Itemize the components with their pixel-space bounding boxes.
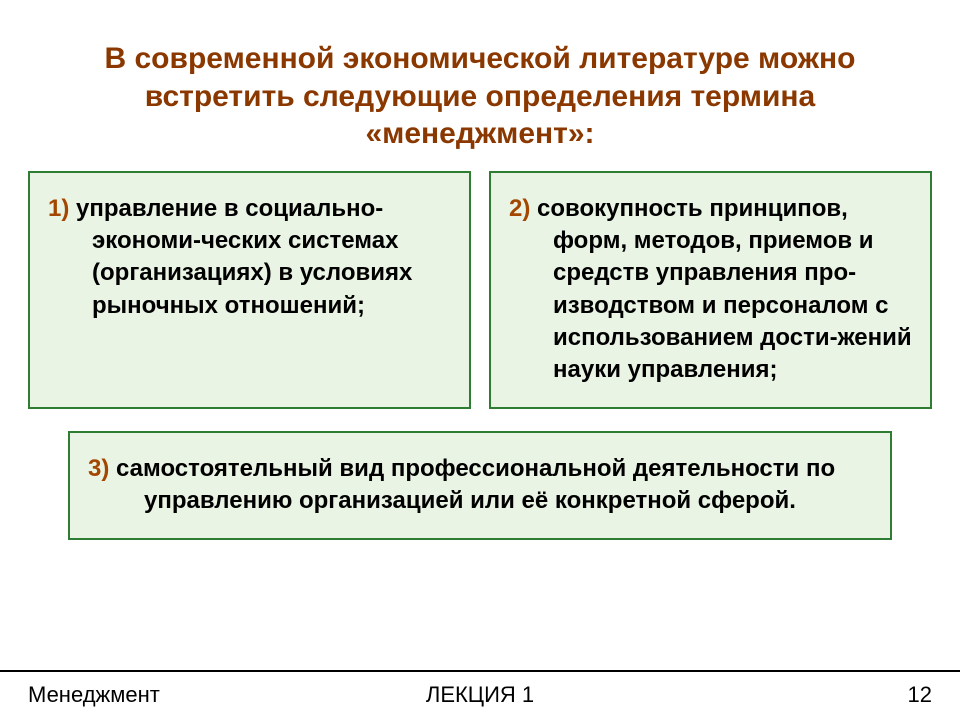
slide: В современной экономической литературе м… <box>0 0 960 720</box>
definition-box-1: 1) управление в социально-экономи-ческих… <box>28 171 471 409</box>
definition-text-1: 1) управление в социально-экономи-ческих… <box>48 193 451 323</box>
definition-box-3: 3) самостоятельный вид профессиональной … <box>68 431 892 540</box>
footer-right: 12 <box>908 682 932 708</box>
footer-center: ЛЕКЦИЯ 1 <box>426 682 534 708</box>
definition-body-1: управление в социально-экономи-ческих си… <box>69 195 412 319</box>
definition-box-2: 2) совокупность принципов, форм, методов… <box>489 171 932 409</box>
footer: Менеджмент ЛЕКЦИЯ 1 12 <box>0 682 960 708</box>
definition-body-2: совокупность принципов, форм, методов, п… <box>530 195 911 384</box>
footer-left: Менеджмент <box>28 682 160 708</box>
definition-row-top: 1) управление в социально-экономи-ческих… <box>28 171 932 409</box>
definition-text-3: 3) самостоятельный вид профессиональной … <box>88 453 872 518</box>
footer-divider <box>0 670 960 672</box>
slide-title: В современной экономической литературе м… <box>28 40 932 153</box>
definition-lead-1: 1) <box>48 195 69 222</box>
definition-lead-2: 2) <box>509 195 530 222</box>
definition-text-2: 2) совокупность принципов, форм, методов… <box>509 193 912 387</box>
definition-lead-3: 3) <box>88 455 109 482</box>
definition-body-3: самостоятельный вид профессиональной дея… <box>109 455 835 514</box>
